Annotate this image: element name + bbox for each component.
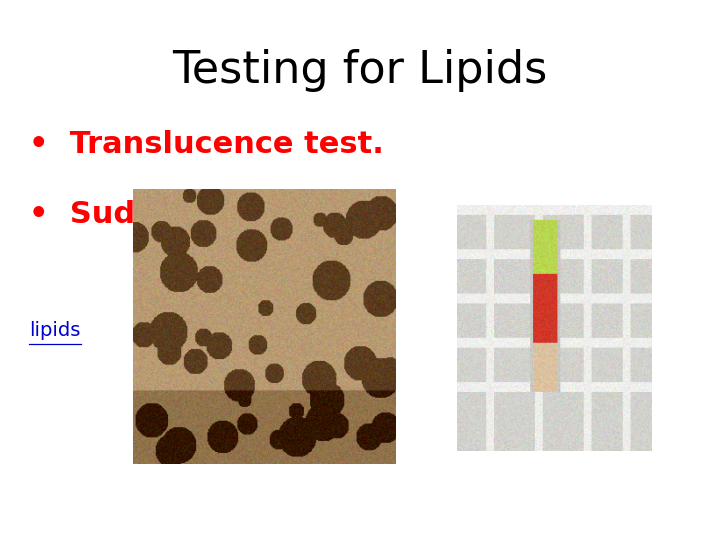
Text: •  Translucence test.: • Translucence test.: [29, 130, 384, 159]
Text: Testing for Lipids: Testing for Lipids: [172, 49, 548, 92]
Text: lipids: lipids: [29, 321, 80, 340]
Text: •  Sudan 4 dye test.: • Sudan 4 dye test.: [29, 200, 372, 229]
